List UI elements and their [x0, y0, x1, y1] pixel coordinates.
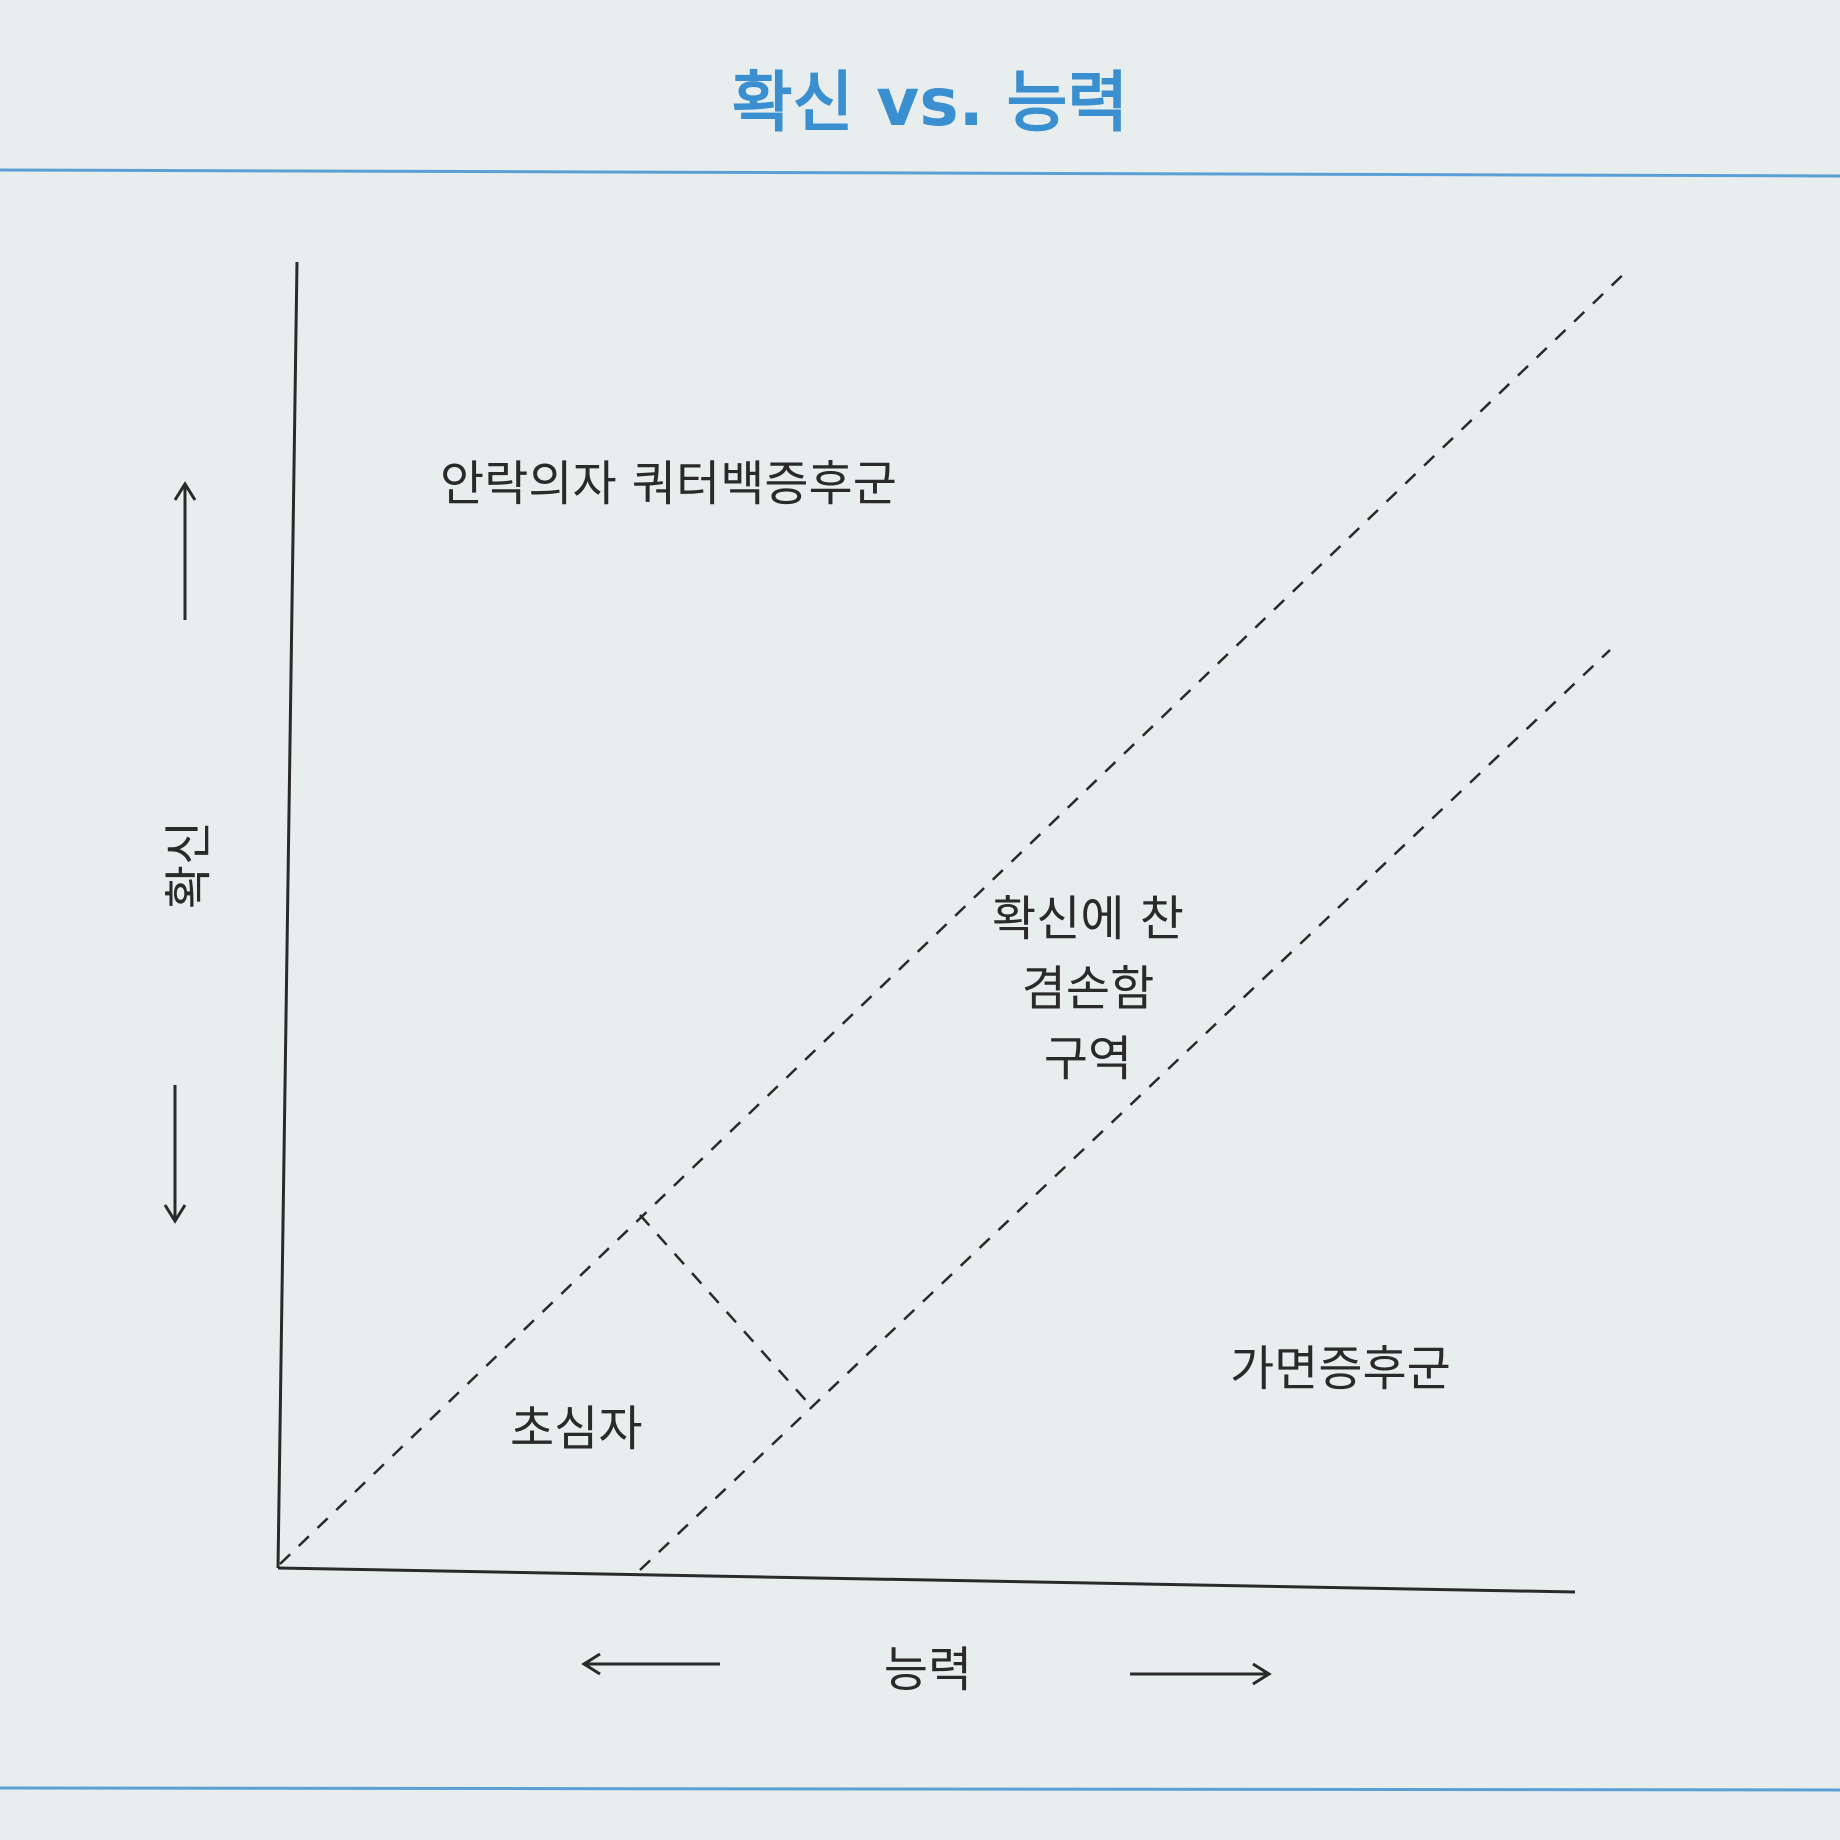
- lower-diagonal-line: [639, 649, 1611, 1571]
- y-axis-down-arrow: [163, 1085, 187, 1224]
- armchair-quarterback-label: 안락의자 쿼터백증후군: [440, 456, 897, 512]
- x-axis-left-arrow: [581, 1652, 720, 1676]
- y-axis-label: 확신: [161, 821, 217, 909]
- humble-zone-label-line-3: 구역: [1044, 1031, 1132, 1087]
- beginner-boundary-line: [639, 1214, 811, 1406]
- x-axis-label: 능력: [884, 1642, 972, 1698]
- diagram-title: 확신 vs. 능력: [732, 64, 1128, 141]
- footer-rule: [0, 1786, 1840, 1792]
- y-axis: [276, 261, 299, 1569]
- humble-zone-label-line-2: 겸손함: [1022, 961, 1154, 1017]
- impostor-syndrome-label: 가면증후군: [1230, 1341, 1451, 1397]
- beginner-label: 초심자: [510, 1401, 642, 1457]
- y-axis-up-arrow: [173, 481, 197, 620]
- x-axis: [277, 1566, 1576, 1594]
- x-axis-right-arrow: [1130, 1662, 1272, 1686]
- header-rule: [0, 168, 1840, 178]
- humble-zone-label-line-1: 확신에 찬: [992, 891, 1184, 947]
